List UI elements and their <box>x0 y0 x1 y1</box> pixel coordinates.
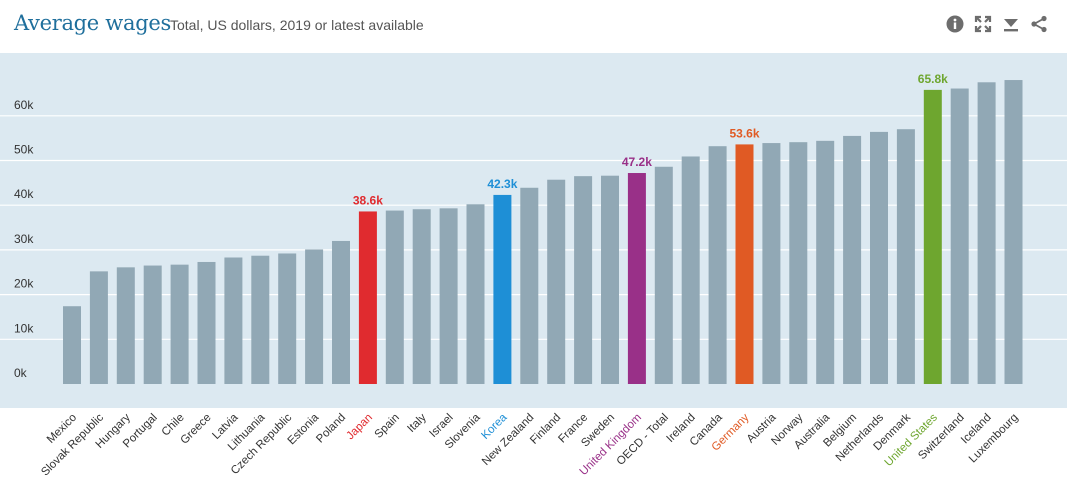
bars <box>63 80 1023 385</box>
bar-netherlands[interactable] <box>870 131 888 384</box>
bar-slovenia[interactable] <box>466 204 485 384</box>
x-tick-label-spain: Spain <box>373 412 402 441</box>
bar-luxembourg[interactable] <box>1004 80 1023 384</box>
bar-czech-republic[interactable] <box>278 253 297 384</box>
bar-united-states[interactable] <box>923 89 942 385</box>
bar-japan[interactable] <box>358 211 377 384</box>
bar-portugal[interactable] <box>143 265 162 384</box>
data-label-united-states: 65.8k <box>918 72 948 86</box>
bar-switzerland[interactable] <box>950 88 969 385</box>
x-tick-label-japan: Japan <box>344 412 375 443</box>
data-labels: 38.6k 42.3k 47.2k 53.6k 65.8k <box>353 72 948 208</box>
bar-italy[interactable] <box>412 209 431 384</box>
data-label-korea: 42.3k <box>487 177 517 191</box>
fullscreen-icon[interactable] <box>973 14 993 34</box>
bar-spain[interactable] <box>385 210 404 384</box>
bar-austria[interactable] <box>762 143 781 384</box>
x-tick-label-poland: Poland <box>314 412 348 446</box>
share-icon[interactable] <box>1029 14 1049 34</box>
bar-oecd-total[interactable] <box>654 166 673 384</box>
bar-belgium[interactable] <box>843 135 862 384</box>
y-tick-label: 40k <box>14 187 34 201</box>
bar-finland[interactable] <box>547 179 566 384</box>
bar-poland[interactable] <box>332 240 350 384</box>
x-tick-label-greece: Greece <box>178 412 213 447</box>
bar-greece[interactable] <box>197 261 216 384</box>
info-icon[interactable] <box>945 14 965 34</box>
bar-canada[interactable] <box>708 146 727 384</box>
bar-germany[interactable] <box>735 144 754 384</box>
y-tick-label: 60k <box>14 98 34 112</box>
download-icon[interactable] <box>1001 14 1021 34</box>
bar-mexico[interactable] <box>63 306 81 384</box>
bar-latvia[interactable] <box>224 257 243 384</box>
page-title: Average wages <box>14 11 171 35</box>
bar-chile[interactable] <box>170 264 189 384</box>
bar-sweden[interactable] <box>601 175 619 384</box>
x-tick-label-estonia: Estonia <box>286 411 322 447</box>
bar-slovak-republic[interactable] <box>89 271 108 384</box>
chart-toolbar <box>945 14 1049 34</box>
chart-header: Average wages Total, US dollars, 2019 or… <box>0 0 1067 52</box>
bar-hungary[interactable] <box>116 267 135 384</box>
chart-subtitle: Total, US dollars, 2019 or latest availa… <box>170 17 424 33</box>
data-label-japan: 38.6k <box>353 193 383 207</box>
bar-israel[interactable] <box>439 208 458 384</box>
bar-denmark[interactable] <box>896 129 915 384</box>
x-tick-label-finland: Finland <box>528 412 563 447</box>
data-label-germany: 53.6k <box>729 126 759 140</box>
y-tick-label: 50k <box>14 143 34 157</box>
x-tick-label-italy: Italy <box>405 411 429 435</box>
bar-norway[interactable] <box>789 142 808 384</box>
bar-new-zealand[interactable] <box>520 187 539 384</box>
bar-iceland[interactable] <box>977 82 996 385</box>
data-label-united-kingdom: 47.2k <box>622 155 652 169</box>
y-tick-label: 30k <box>14 232 34 246</box>
bar-australia[interactable] <box>816 140 835 384</box>
bar-lithuania[interactable] <box>251 255 270 384</box>
bar-estonia[interactable] <box>305 249 324 384</box>
y-tick-label: 10k <box>14 321 34 335</box>
bar-france[interactable] <box>574 176 593 384</box>
y-tick-label: 20k <box>14 277 34 291</box>
y-tick-label: 0k <box>14 366 28 380</box>
y-axis-tick-labels: 0k 10k 20k 30k 40k 50k 60k <box>14 98 34 380</box>
bar-united-kingdom[interactable] <box>627 173 646 384</box>
bar-korea[interactable] <box>493 194 512 384</box>
bar-ireland[interactable] <box>681 156 700 384</box>
